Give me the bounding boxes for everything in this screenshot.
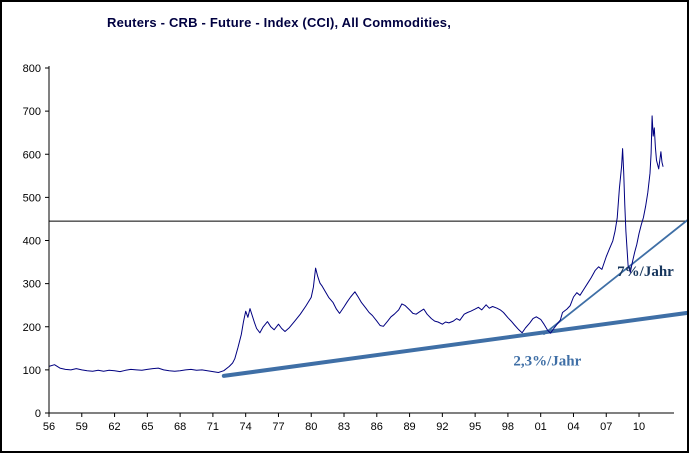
- x-axis-label: 07: [600, 421, 612, 433]
- x-axis-label: 89: [403, 421, 415, 433]
- y-axis-label: 800: [23, 63, 41, 75]
- x-axis-label: 86: [371, 421, 383, 433]
- x-axis-label: 71: [207, 421, 219, 433]
- y-axis-label: 700: [23, 106, 41, 118]
- x-axis-label: 92: [436, 421, 448, 433]
- x-axis-label: 56: [43, 421, 55, 433]
- y-axis-label: 100: [23, 365, 41, 377]
- x-axis-label: 59: [76, 421, 88, 433]
- y-axis-label: 600: [23, 149, 41, 161]
- trend-2.3-percent-line: [221, 310, 687, 378]
- trend-annotation: 2,3%/Jahr: [513, 354, 581, 370]
- x-axis-label: 10: [633, 421, 645, 433]
- chart-title: Reuters - CRB - Future - Index (CCI), Al…: [107, 15, 452, 30]
- y-axis-label: 200: [23, 322, 41, 334]
- x-axis-label: 01: [535, 421, 547, 433]
- y-axis-label: 300: [23, 279, 41, 291]
- trend-annotation: 7%/Jahr: [617, 264, 674, 280]
- x-axis-label: 62: [108, 421, 120, 433]
- x-axis-label: 95: [469, 421, 481, 433]
- series-line: [48, 115, 664, 373]
- x-axis-label: 77: [272, 421, 284, 433]
- x-axis-label: 04: [567, 421, 579, 433]
- x-axis-label: 80: [305, 421, 317, 433]
- x-axis-label: 83: [338, 421, 350, 433]
- x-axis-label: 65: [141, 421, 153, 433]
- y-axis-label: 500: [23, 192, 41, 204]
- x-axis-label: 98: [502, 421, 514, 433]
- x-axis-label: 68: [174, 421, 186, 433]
- y-axis-label: 400: [23, 236, 41, 248]
- y-axis-label: 0: [35, 408, 41, 420]
- trend-7-percent-line: [543, 219, 687, 335]
- x-axis-label: 74: [240, 421, 252, 433]
